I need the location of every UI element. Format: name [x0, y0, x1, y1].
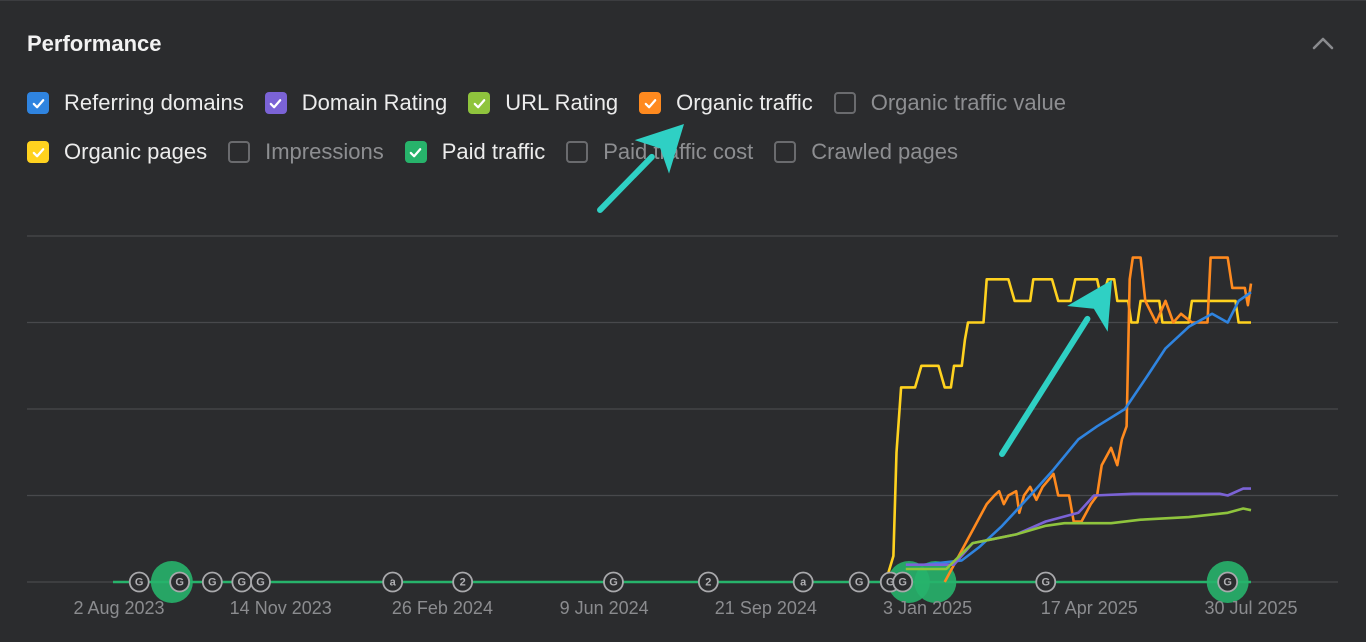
event-marker-label: 2 — [705, 577, 711, 589]
checkbox-impressions[interactable] — [228, 141, 251, 163]
series-url-rating — [905, 507, 1252, 571]
event-marker-google-13[interactable]: G — [1035, 571, 1057, 593]
option-referring-domains[interactable]: Referring domains — [27, 90, 244, 116]
event-marker-label: G — [256, 577, 265, 589]
chevron-up-icon[interactable] — [1310, 33, 1336, 53]
x-tick-label: 21 Sep 2024 — [715, 598, 817, 618]
option-url-rating[interactable]: URL Rating — [468, 90, 618, 116]
event-marker-google-7[interactable]: G — [603, 571, 624, 593]
event-marker-label: a — [800, 577, 807, 589]
x-axis-ticks: 2 Aug 2023 14 Nov 2023 26 Feb 2024 9 Jun 20… — [73, 598, 1297, 618]
chart-grid — [27, 235, 1338, 583]
checkbox-domain-rating[interactable] — [264, 92, 287, 114]
event-marker-label: G — [175, 577, 184, 589]
x-tick-label: 9 Jun 2024 — [560, 598, 649, 618]
option-crawled-pages[interactable]: Crawled pages — [774, 139, 958, 165]
x-tick-label: 26 Feb 2024 — [392, 598, 493, 618]
label-referring-domains: Referring domains — [64, 90, 244, 115]
option-organic-traffic-value[interactable]: Organic traffic value — [833, 90, 1066, 116]
checkmark-icon — [32, 98, 44, 108]
event-marker-ahrefs-5[interactable]: a — [382, 571, 404, 593]
chart-series — [884, 256, 1253, 583]
event-marker-google-14[interactable]: G — [1217, 571, 1239, 593]
x-tick-label: 30 Jul 2025 — [1204, 598, 1297, 618]
label-organic-traffic-value: Organic traffic value — [870, 90, 1066, 115]
event-marker-google-1[interactable]: G — [169, 571, 191, 593]
label-impressions: Impressions — [265, 139, 384, 164]
metric-options-row-1: Referring domains Domain Rating URL Rati… — [27, 90, 1087, 116]
paid-highlight-2 — [914, 561, 957, 603]
event-marker-label: G — [135, 577, 144, 589]
event-marker-label: G — [886, 577, 895, 589]
event-marker-label: 2 — [460, 577, 466, 589]
checkmark-icon — [473, 98, 486, 108]
option-organic-traffic[interactable]: Organic traffic — [639, 90, 813, 116]
option-impressions[interactable]: Impressions — [228, 139, 384, 165]
event-marker-google-0[interactable]: G — [128, 571, 150, 593]
panel-title: Performance — [27, 31, 162, 56]
series-referring-domains — [924, 291, 1252, 566]
event-marker-label: a — [390, 577, 397, 589]
event-marker-label: G — [1041, 577, 1050, 589]
checkmark-icon — [409, 147, 422, 157]
event-marker-google-12[interactable]: G — [892, 571, 914, 593]
event-marker-label: G — [898, 577, 907, 589]
event-marker-google-2[interactable]: G — [201, 571, 223, 593]
label-domain-rating: Domain Rating — [301, 90, 448, 115]
x-tick-label: 14 Nov 2023 — [230, 598, 332, 618]
option-domain-rating[interactable]: Domain Rating — [264, 90, 448, 116]
checkbox-paid-traffic-cost[interactable] — [566, 141, 589, 163]
checkbox-url-rating[interactable] — [468, 92, 491, 114]
event-marker-label: G — [855, 577, 864, 589]
label-organic-traffic: Organic traffic — [676, 90, 813, 115]
checkmark-icon — [644, 98, 656, 108]
checkbox-organic-pages[interactable] — [27, 141, 49, 163]
event-marker-google-4[interactable]: G — [250, 571, 271, 593]
event-marker-label: G — [1223, 577, 1232, 589]
checkbox-crawled-pages[interactable] — [774, 141, 797, 163]
checkbox-paid-traffic[interactable] — [404, 141, 427, 163]
event-marker-label: G — [238, 577, 247, 589]
annotation-arrow-chart — [999, 280, 1112, 457]
annotation-arrows — [597, 124, 1112, 457]
event-marker-label: G — [208, 577, 217, 589]
series-organic-pages — [884, 277, 1251, 583]
metric-options-row-2: Organic pages Impressions Paid traffic P… — [27, 139, 979, 165]
series-domain-rating — [905, 487, 1251, 567]
label-crawled-pages: Crawled pages — [811, 139, 958, 164]
event-marker-group-6[interactable]: 2 — [452, 571, 474, 593]
checkmark-icon — [269, 98, 282, 108]
annotation-arrow-checkbox — [597, 124, 684, 213]
event-marker-ahrefs-9[interactable]: a — [792, 571, 814, 593]
option-paid-traffic-cost[interactable]: Paid traffic cost — [566, 139, 753, 165]
x-tick-label: 3 Jan 2025 — [883, 598, 972, 618]
x-tick-label: 17 Apr 2025 — [1041, 598, 1138, 618]
event-marker-group-8[interactable]: 2 — [697, 571, 719, 593]
option-paid-traffic[interactable]: Paid traffic — [404, 139, 546, 165]
label-paid-traffic-cost: Paid traffic cost — [603, 139, 754, 164]
checkmark-icon — [32, 147, 44, 157]
event-marker-label: G — [609, 577, 618, 589]
checkbox-referring-domains[interactable] — [27, 92, 49, 114]
event-marker-google-3[interactable]: G — [231, 571, 253, 593]
label-organic-pages: Organic pages — [64, 139, 208, 164]
label-url-rating: URL Rating — [505, 90, 619, 115]
checkbox-organic-traffic[interactable] — [639, 92, 662, 114]
checkbox-organic-traffic-value[interactable] — [833, 92, 856, 114]
label-paid-traffic: Paid traffic — [441, 139, 546, 164]
x-tick-label: 2 Aug 2023 — [73, 598, 164, 618]
option-organic-pages[interactable]: Organic pages — [27, 139, 207, 165]
event-marker-google-10[interactable]: G — [848, 571, 870, 593]
